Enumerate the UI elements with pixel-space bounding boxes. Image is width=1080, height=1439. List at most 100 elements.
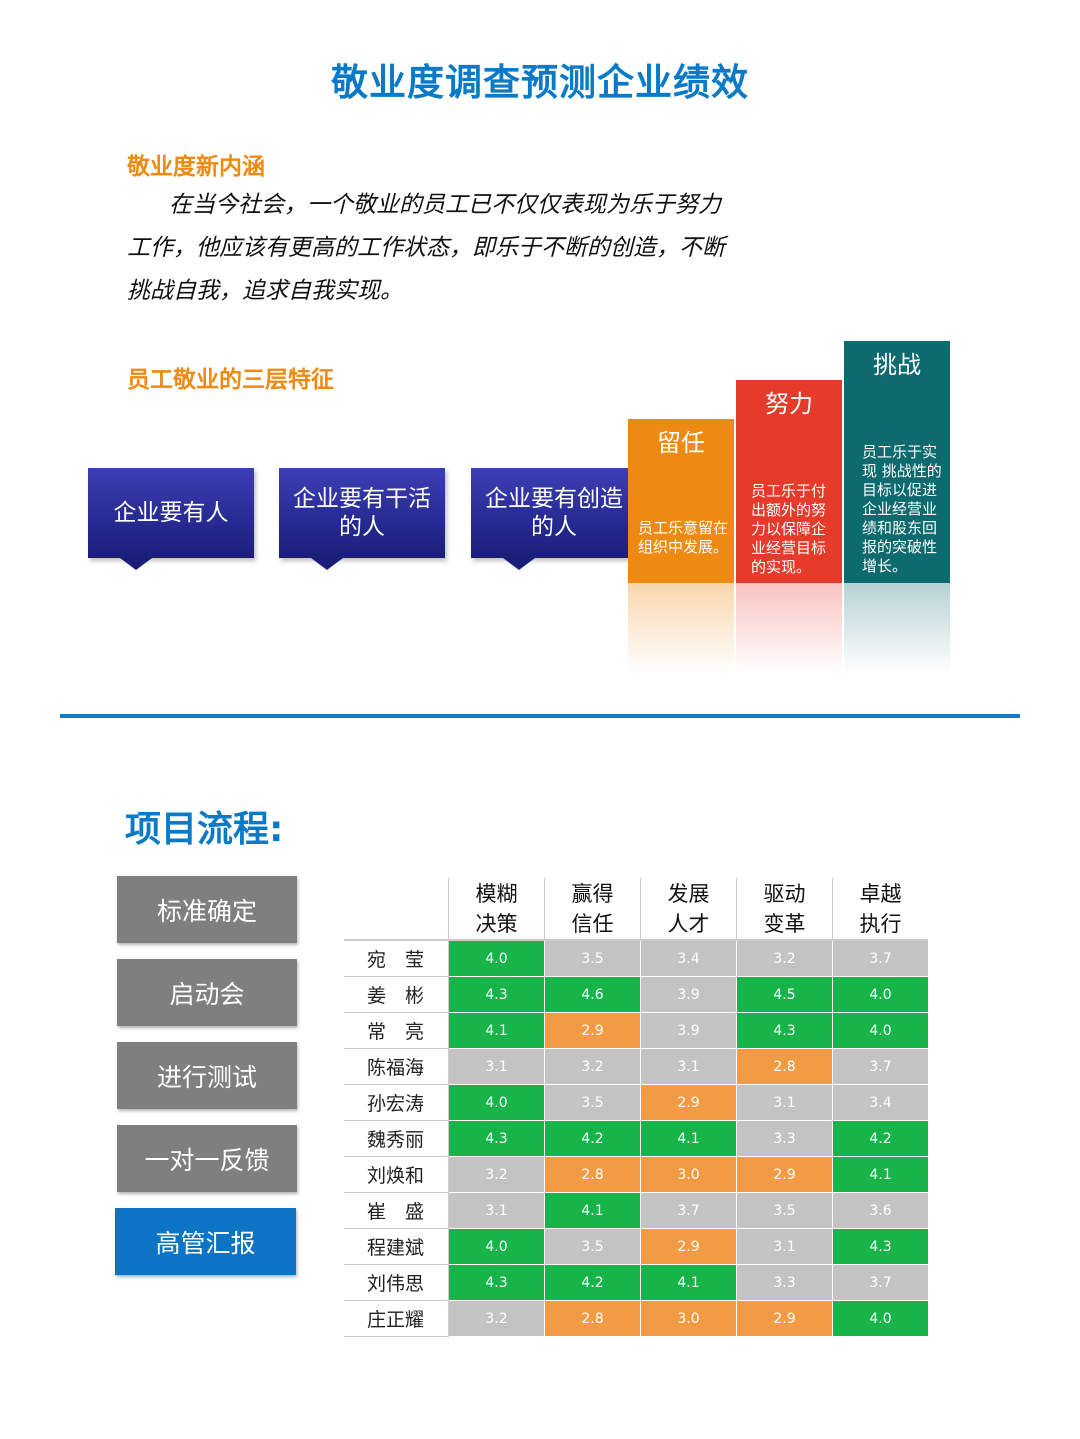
paragraph-line: 工作，他应该有更高的工作状态，即乐于不断的创造，不断 xyxy=(127,235,725,261)
score-cell: 2.9 xyxy=(640,1228,737,1265)
score-cell: 3.2 xyxy=(544,1048,641,1085)
score-cell: 3.2 xyxy=(448,1300,545,1337)
score-cell: 4.2 xyxy=(544,1264,641,1301)
score-cell: 3.9 xyxy=(640,976,737,1013)
column-description: 员工乐意留在组织中发展。 xyxy=(638,519,729,556)
score-cell: 3.5 xyxy=(544,1228,641,1265)
page-title: 敬业度调查预测企业绩效 xyxy=(331,61,749,104)
score-cell: 4.0 xyxy=(832,1300,928,1337)
score-cell: 3.1 xyxy=(448,1048,545,1085)
step-executive-report: 高管汇报 xyxy=(115,1208,296,1275)
row-name: 刘伟思 xyxy=(344,1264,449,1301)
score-cell: 3.2 xyxy=(736,939,833,977)
table-row: 常 亮 4.1 2.9 3.9 4.3 4.0 xyxy=(344,1012,928,1049)
engagement-paragraph: 在当今社会，一个敬业的员工已不仅仅表现为乐于努力 工作，他应该有更高的工作状态，… xyxy=(127,184,787,313)
table-row: 宛 莹 4.0 3.5 3.4 3.2 3.7 xyxy=(344,939,928,977)
table-row: 魏秀丽 4.3 4.2 4.1 3.3 4.2 xyxy=(344,1120,928,1157)
column-reflection xyxy=(628,583,734,673)
score-cell: 4.3 xyxy=(448,976,545,1013)
score-cell: 4.5 xyxy=(736,976,833,1013)
paragraph-line: 在当今社会，一个敬业的员工已不仅仅表现为乐于努力 xyxy=(169,192,721,218)
row-name: 常 亮 xyxy=(344,1012,449,1049)
score-cell: 2.8 xyxy=(544,1300,641,1337)
row-name: 庄正耀 xyxy=(344,1300,449,1337)
paragraph-line: 挑战自我，追求自我实现。 xyxy=(127,278,403,304)
level-box-text: 的人 xyxy=(339,514,385,540)
score-cell: 4.0 xyxy=(448,1228,545,1265)
step-standard: 标准确定 xyxy=(117,876,297,943)
score-cell: 4.2 xyxy=(544,1120,641,1157)
assessment-table: 模糊 决策 赢得 信任 发展 人才 驱动 变革 卓越 执行 宛 莹 4.0 3.5 3.4 3.2… xyxy=(344,878,928,1341)
score-cell: 3.5 xyxy=(544,1084,641,1121)
section-divider xyxy=(60,714,1020,718)
score-cell: 3.7 xyxy=(832,939,928,977)
score-cell: 3.5 xyxy=(544,939,641,977)
column-header: 驱动 变革 xyxy=(736,878,833,941)
score-cell: 2.9 xyxy=(736,1300,833,1337)
column-header: 模糊 决策 xyxy=(448,878,545,941)
column-caption: 留任 xyxy=(657,429,705,457)
section-heading-three-levels: 员工敬业的三层特征 xyxy=(127,367,334,393)
score-cell: 3.1 xyxy=(736,1084,833,1121)
score-cell: 3.7 xyxy=(832,1264,928,1301)
table-row: 孙宏涛 4.0 3.5 2.9 3.1 3.4 xyxy=(344,1084,928,1121)
column-description: 员工乐于付出额外的努力以保障企业经营目标的实现。 xyxy=(751,482,827,576)
column-caption: 努力 xyxy=(765,390,813,418)
score-cell: 2.8 xyxy=(736,1048,833,1085)
table-row: 程建斌 4.0 3.5 2.9 3.1 4.3 xyxy=(344,1228,928,1265)
column-header: 赢得 信任 xyxy=(544,878,641,941)
score-cell: 3.7 xyxy=(640,1192,737,1229)
score-cell: 2.9 xyxy=(640,1084,737,1121)
column-header: 卓越 执行 xyxy=(832,878,928,941)
row-name: 魏秀丽 xyxy=(344,1120,449,1157)
score-cell: 4.0 xyxy=(448,939,545,977)
column-retention: 留任 员工乐意留在组织中发展。 xyxy=(628,419,734,583)
score-cell: 3.4 xyxy=(640,939,737,977)
column-effort: 努力 员工乐于付出额外的努力以保障企业经营目标的实现。 xyxy=(736,380,842,583)
score-cell: 3.0 xyxy=(640,1156,737,1193)
step-kickoff: 启动会 xyxy=(117,959,297,1026)
table-row: 姜 彬 4.3 4.6 3.9 4.5 4.0 xyxy=(344,976,928,1013)
table-row: 刘焕和 3.2 2.8 3.0 2.9 4.1 xyxy=(344,1156,928,1193)
score-cell: 3.3 xyxy=(736,1264,833,1301)
row-name: 陈福海 xyxy=(344,1048,449,1085)
score-cell: 4.1 xyxy=(448,1012,545,1049)
process-heading: 项目流程: xyxy=(125,809,284,850)
step-testing: 进行测试 xyxy=(117,1042,297,1109)
score-cell: 4.3 xyxy=(448,1264,545,1301)
level-box-working-people: 企业要有干活 的人 xyxy=(279,468,445,570)
score-cell: 4.1 xyxy=(640,1120,737,1157)
row-name: 崔 盛 xyxy=(344,1192,449,1229)
row-name: 姜 彬 xyxy=(344,976,449,1013)
score-cell: 4.3 xyxy=(832,1228,928,1265)
score-cell: 3.4 xyxy=(832,1084,928,1121)
score-cell: 2.8 xyxy=(544,1156,641,1193)
score-cell: 3.2 xyxy=(448,1156,545,1193)
column-description: 员工乐于实现 挑战性的目标以促进企业经营业绩和股东回报的突破性增长。 xyxy=(862,443,942,575)
table-row: 刘伟思 4.3 4.2 4.1 3.3 3.7 xyxy=(344,1264,928,1301)
score-cell: 4.0 xyxy=(448,1084,545,1121)
score-cell: 2.9 xyxy=(736,1156,833,1193)
score-cell: 4.6 xyxy=(544,976,641,1013)
level-box-text: 企业要有干活 xyxy=(293,486,431,512)
score-cell: 3.0 xyxy=(640,1300,737,1337)
score-cell: 4.1 xyxy=(832,1156,928,1193)
score-cell: 3.6 xyxy=(832,1192,928,1229)
table-row: 陈福海 3.1 3.2 3.1 2.8 3.7 xyxy=(344,1048,928,1085)
table-header-row: 模糊 决策 赢得 信任 发展 人才 驱动 变革 卓越 执行 xyxy=(344,878,928,941)
table-corner xyxy=(344,878,449,941)
score-cell: 4.1 xyxy=(640,1264,737,1301)
score-cell: 3.9 xyxy=(640,1012,737,1049)
score-cell: 3.3 xyxy=(736,1120,833,1157)
table-row: 崔 盛 3.1 4.1 3.7 3.5 3.6 xyxy=(344,1192,928,1229)
column-challenge: 挑战 员工乐于实现 挑战性的目标以促进企业经营业绩和股东回报的突破性增长。 xyxy=(844,341,950,583)
score-cell: 2.9 xyxy=(544,1012,641,1049)
level-box-text: 企业要有人 xyxy=(113,500,229,526)
section-heading-engagement-meaning: 敬业度新内涵 xyxy=(127,154,265,180)
score-cell: 3.1 xyxy=(448,1192,545,1229)
score-cell: 4.0 xyxy=(832,1012,928,1049)
level-box-text: 企业要有创造 xyxy=(485,486,623,512)
column-header: 发展 人才 xyxy=(640,878,737,941)
score-cell: 4.0 xyxy=(832,976,928,1013)
score-cell: 4.3 xyxy=(448,1120,545,1157)
